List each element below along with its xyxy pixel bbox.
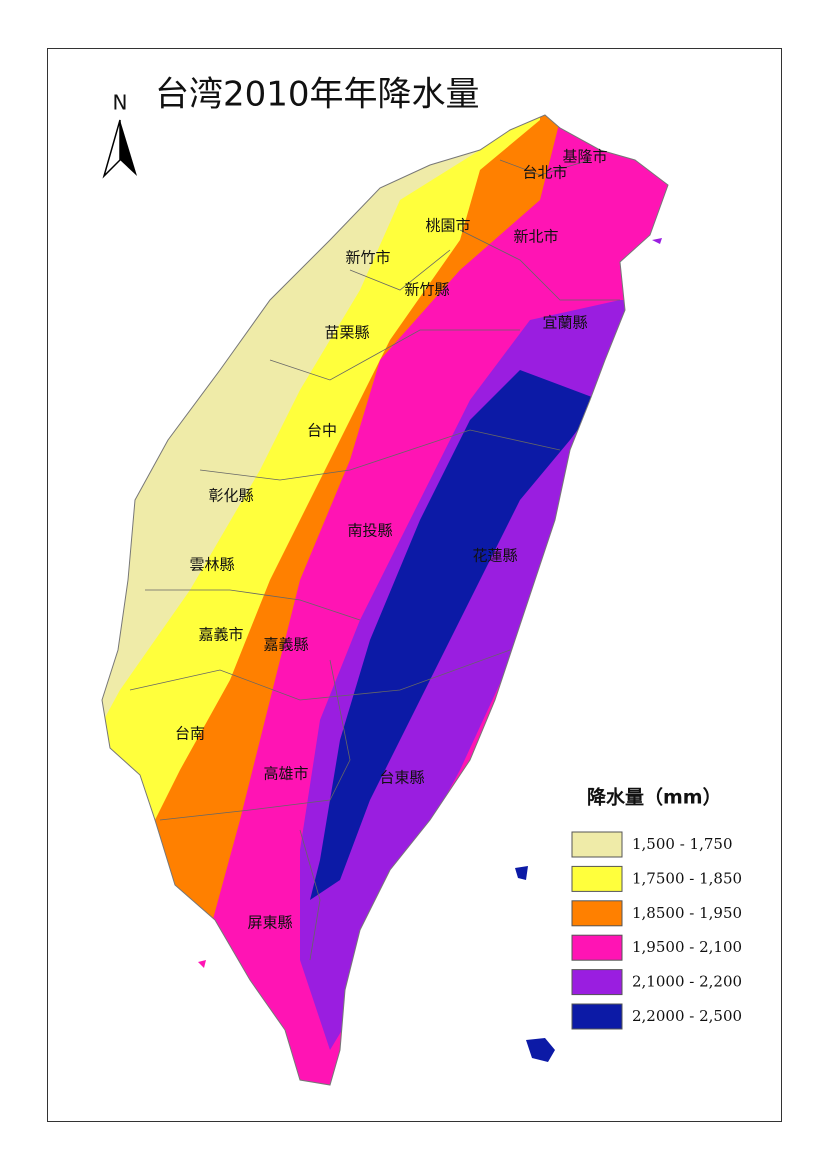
- legend-label: 1,9500 - 2,100: [632, 938, 742, 956]
- rainfall-zone: [300, 300, 668, 1050]
- region-label: 南投縣: [347, 522, 392, 540]
- region-label: 屏東縣: [247, 914, 292, 932]
- map-title: 台湾2010年年降水量: [155, 75, 480, 115]
- legend-swatch: [571, 900, 623, 927]
- region-label: 雲林縣: [189, 556, 234, 574]
- region-label: 台中: [307, 422, 337, 440]
- region-label: 苗栗縣: [324, 324, 369, 342]
- coastline: [101, 114, 669, 1086]
- islet: [515, 866, 528, 880]
- region-label: 台北市: [522, 164, 567, 182]
- frame: [47, 48, 782, 1122]
- region-label: 花蓮縣: [472, 547, 517, 565]
- legend-label: 2,1000 - 2,200: [632, 973, 742, 991]
- region-label: 彰化縣: [208, 487, 253, 505]
- legend-swatch: [571, 934, 623, 961]
- legend-swatch: [571, 969, 623, 996]
- border: [299, 829, 321, 961]
- border: [199, 429, 561, 481]
- region-label: 台東縣: [379, 769, 424, 787]
- region-label: 新北市: [513, 228, 558, 246]
- legend-label: 2,2000 - 2,500: [632, 1007, 742, 1025]
- border: [269, 329, 520, 381]
- legend-swatch: [571, 1003, 623, 1030]
- region-label: 台南: [175, 725, 205, 743]
- region-label: 新竹市: [345, 249, 390, 267]
- legend: 1,500 - 1,750 1,7500 - 1,850 1,8500 - 1,95…: [571, 831, 742, 1030]
- north-arrow-right: [120, 120, 137, 176]
- islet: [526, 1038, 555, 1062]
- border: [499, 159, 591, 176]
- legend-label: 1,7500 - 1,850: [632, 869, 742, 887]
- legend-label: 1,8500 - 1,950: [632, 904, 742, 922]
- region-label: 宜蘭縣: [542, 314, 587, 332]
- legend-swatch: [571, 831, 623, 858]
- border: [145, 589, 361, 621]
- legend-swatch: [571, 865, 623, 892]
- border: [159, 659, 351, 821]
- region-label: 桃園市: [425, 217, 470, 235]
- region-label: 嘉義縣: [263, 636, 308, 654]
- region-label: 嘉義市: [198, 626, 243, 644]
- border: [349, 249, 451, 291]
- legend-label: 1,500 - 1,750: [632, 835, 733, 853]
- county-borders: [129, 159, 620, 961]
- islet: [198, 960, 206, 968]
- islet: [652, 238, 662, 244]
- rainfall-zone: [310, 370, 600, 900]
- north-label: N: [113, 91, 128, 115]
- region-label: 新竹縣: [404, 281, 449, 299]
- legend-title: 降水量（mm）: [587, 786, 722, 809]
- border: [459, 229, 620, 301]
- border: [129, 649, 511, 701]
- north-arrow: N: [102, 91, 137, 179]
- region-label: 基隆市: [562, 148, 607, 166]
- region-labels: 基隆市台北市桃園市新北市新竹市新竹縣宜蘭縣苗栗縣台中彰化縣南投縣花蓮縣雲林縣嘉義…: [175, 148, 608, 932]
- region-label: 高雄市: [263, 765, 308, 783]
